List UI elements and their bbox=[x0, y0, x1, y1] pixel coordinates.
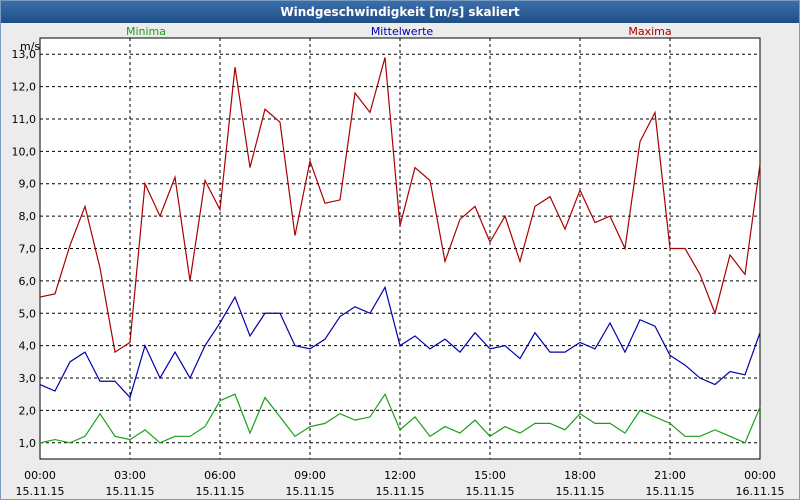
x-tick-time: 09:00 bbox=[294, 469, 326, 482]
x-tick-date: 15.11.15 bbox=[466, 485, 515, 498]
series-group bbox=[39, 57, 761, 444]
x-tick-date: 15.11.15 bbox=[196, 485, 245, 498]
y-tick-label: 1,0 bbox=[19, 437, 37, 450]
x-tick-date: 15.11.15 bbox=[556, 485, 605, 498]
x-tick-time: 00:00 bbox=[24, 469, 56, 482]
y-tick-label: 13,0 bbox=[12, 48, 37, 61]
y-tick-label: 9,0 bbox=[19, 178, 37, 191]
y-axis: 1,0 2,0 3,0 4,0 5,0 6,0 7,0 8,0 9,0 10,0 11,0 12,0 1… bbox=[12, 48, 37, 450]
y-tick-label: 10,0 bbox=[12, 145, 37, 158]
series-line-minima bbox=[39, 392, 761, 444]
x-tick-time: 06:00 bbox=[204, 469, 236, 482]
y-tick-label: 5,0 bbox=[19, 307, 37, 320]
x-tick-date: 15.11.15 bbox=[286, 485, 335, 498]
legend-minima: Minima bbox=[126, 25, 166, 38]
x-tick-time: 00:00 bbox=[744, 469, 776, 482]
x-tick-date: 15.11.15 bbox=[646, 485, 695, 498]
legend-mittelwerte: Mittelwerte bbox=[371, 25, 434, 38]
y-axis-label: m/s bbox=[20, 40, 40, 53]
legend-maxima: Maxima bbox=[628, 25, 671, 38]
y-tick-label: 4,0 bbox=[19, 340, 37, 353]
x-tick-date: 15.11.15 bbox=[16, 485, 65, 498]
y-tick-label: 11,0 bbox=[12, 113, 37, 126]
x-tick-time: 03:00 bbox=[114, 469, 146, 482]
x-axis: 00:00 15.11.15 03:00 15.11.15 06:00 15.11.15 0… bbox=[16, 469, 785, 498]
y-tick-label: 3,0 bbox=[19, 372, 37, 385]
window-title: Windgeschwindigkeit [m/s] skaliert bbox=[1, 1, 799, 23]
series-line-mittelwerte bbox=[39, 285, 761, 399]
y-tick-label: 2,0 bbox=[19, 404, 37, 417]
x-tick-time: 15:00 bbox=[474, 469, 506, 482]
x-tick-date: 15.11.15 bbox=[106, 485, 155, 498]
y-tick-label: 8,0 bbox=[19, 210, 37, 223]
y-tick-label: 6,0 bbox=[19, 275, 37, 288]
x-tick-date: 16.11.15 bbox=[736, 485, 785, 498]
series-line-maxima bbox=[39, 57, 761, 354]
x-tick-time: 18:00 bbox=[564, 469, 596, 482]
y-tick-label: 7,0 bbox=[19, 243, 37, 256]
y-tick-label: 12,0 bbox=[12, 81, 37, 94]
x-tick-date: 15.11.15 bbox=[376, 485, 425, 498]
x-tick-time: 12:00 bbox=[384, 469, 416, 482]
x-tick-time: 21:00 bbox=[654, 469, 686, 482]
